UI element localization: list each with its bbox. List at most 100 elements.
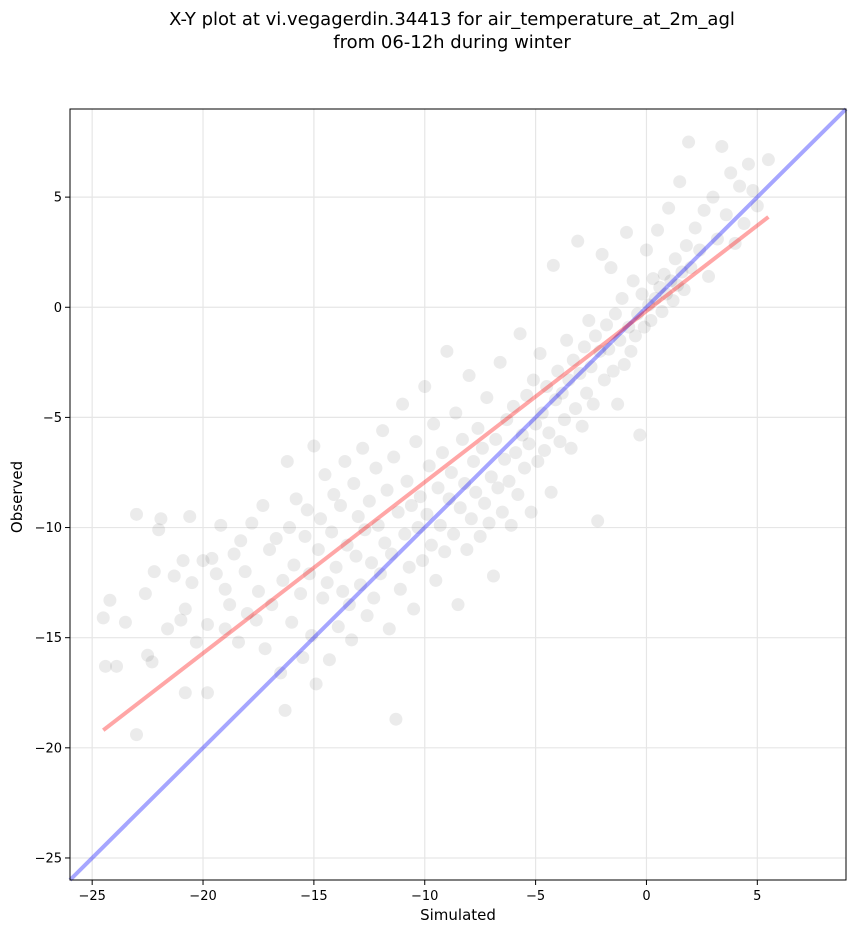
data-point [347, 476, 361, 490]
data-point [232, 635, 246, 649]
data-point [573, 366, 587, 380]
data-point [562, 373, 576, 387]
data-point [329, 560, 343, 574]
data-point [389, 712, 403, 726]
data-point [560, 333, 574, 347]
data-point [662, 201, 676, 215]
x-tick-label: −20 [189, 889, 216, 904]
data-point [597, 373, 611, 387]
data-point [455, 432, 469, 446]
data-point [398, 527, 412, 541]
data-point [653, 280, 667, 294]
data-point [371, 518, 385, 532]
data-point [196, 554, 210, 568]
data-point [176, 554, 190, 568]
data-point [269, 532, 283, 546]
data-point [147, 565, 161, 579]
data-point [513, 327, 527, 341]
data-point [302, 567, 316, 581]
data-point [657, 267, 671, 281]
data-point [493, 355, 507, 369]
data-point [577, 340, 591, 354]
data-point [396, 397, 410, 411]
data-point [274, 666, 288, 680]
data-point [331, 620, 345, 634]
data-point [509, 446, 523, 460]
x-tick-label: −10 [411, 889, 438, 904]
data-point [724, 166, 738, 180]
data-point [684, 261, 698, 275]
data-point [453, 501, 467, 515]
data-point [407, 602, 421, 616]
data-point [322, 653, 336, 667]
data-point [400, 474, 414, 488]
data-point [566, 353, 580, 367]
data-point [449, 406, 463, 420]
data-point [502, 474, 516, 488]
data-point [620, 225, 634, 239]
data-point [651, 223, 665, 237]
data-point [750, 199, 764, 213]
data-point [327, 488, 341, 501]
chart-subtitle: from 06-12h during winter [333, 32, 571, 53]
data-point [460, 543, 474, 557]
data-point [489, 432, 503, 446]
data-point [462, 369, 476, 383]
data-point [130, 728, 144, 742]
data-point [382, 622, 396, 636]
data-point [161, 622, 175, 636]
data-point [500, 413, 514, 427]
data-point [504, 518, 518, 532]
data-point [569, 402, 583, 416]
data-point [393, 582, 407, 596]
data-point [305, 628, 319, 642]
plot-area-frame [69, 108, 847, 881]
data-point [145, 655, 159, 669]
data-point [467, 454, 481, 468]
data-point [633, 428, 647, 442]
data-point [551, 364, 565, 378]
data-point [440, 344, 454, 358]
data-point [606, 364, 620, 378]
data-point [345, 633, 359, 647]
data-point [435, 446, 449, 460]
data-point [575, 419, 589, 433]
data-point [353, 578, 367, 592]
data-point [214, 518, 228, 532]
data-point [646, 272, 660, 286]
data-point [668, 252, 682, 266]
data-point [706, 190, 720, 204]
data-point [444, 465, 458, 479]
data-point [761, 153, 775, 167]
data-point [555, 386, 569, 400]
data-point [529, 417, 543, 431]
data-point [522, 437, 536, 451]
data-point [367, 591, 381, 605]
data-point [608, 307, 622, 321]
data-point [391, 505, 405, 519]
data-point [118, 615, 132, 629]
data-point [486, 569, 500, 583]
data-point [167, 569, 181, 583]
data-point [498, 452, 512, 466]
chart-title: X-Y plot at vi.vegagerdin.34413 for air_… [169, 9, 735, 30]
data-point [300, 503, 314, 517]
data-point [380, 483, 394, 497]
data-point [715, 139, 729, 153]
data-point [174, 613, 188, 627]
data-point [360, 609, 374, 623]
data-point [249, 613, 263, 627]
data-point [564, 441, 578, 455]
data-point [333, 499, 347, 513]
data-point [666, 294, 680, 308]
identity-line [68, 107, 848, 882]
data-point [256, 499, 270, 513]
data-points [96, 135, 775, 742]
data-point [433, 518, 447, 532]
data-point [289, 492, 303, 506]
data-point [103, 593, 117, 607]
data-point [571, 234, 585, 248]
data-point [491, 481, 505, 495]
data-point [280, 454, 294, 468]
data-point [418, 380, 432, 394]
